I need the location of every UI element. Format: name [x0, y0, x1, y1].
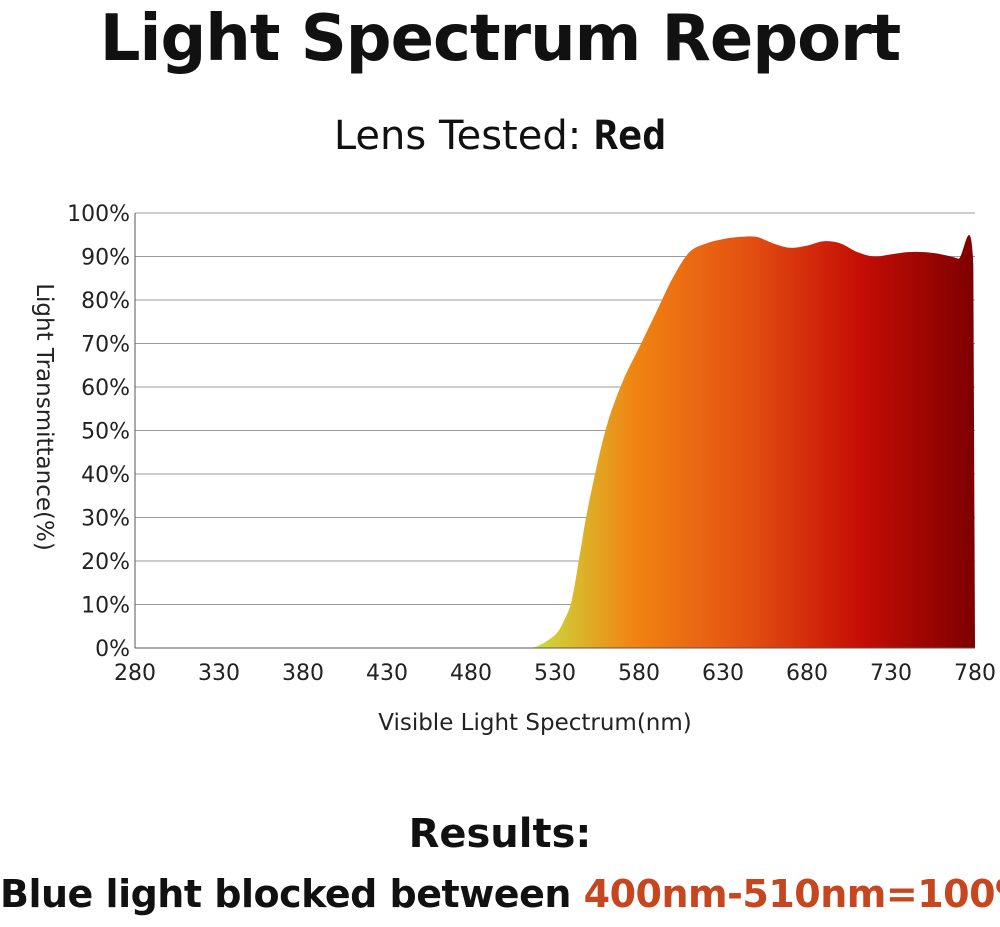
y-tick-label: 80% — [81, 289, 130, 314]
lens-tested-value: Red — [593, 113, 667, 159]
lens-tested-line: Lens Tested: Red — [0, 108, 1000, 164]
grid-lines — [135, 212, 975, 605]
x-tick-label: 380 — [282, 661, 324, 686]
y-tick-label: 50% — [81, 420, 130, 445]
y-tick-label: 30% — [81, 507, 130, 532]
x-tick-label: 780 — [954, 661, 996, 686]
results-text: Blue light blocked between — [0, 872, 584, 916]
results-highlight: 400nm-510nm=100% — [583, 872, 1000, 916]
y-tick-label: 90% — [81, 246, 130, 271]
x-tick-label: 280 — [114, 661, 156, 686]
transmittance-area — [526, 235, 975, 648]
y-tick-label: 10% — [81, 594, 130, 619]
y-tick-label: 100% — [67, 202, 130, 227]
x-tick-label: 630 — [702, 661, 744, 686]
y-tick-labels: 0% 10% 20% 30% 40% 50% 60% 70% 80% 90% 100% — [67, 202, 130, 662]
x-tick-label: 580 — [618, 661, 660, 686]
x-tick-label: 430 — [366, 661, 408, 686]
x-tick-label: 480 — [450, 661, 492, 686]
x-tick-label: 530 — [534, 661, 576, 686]
x-tick-label: 730 — [870, 661, 912, 686]
y-tick-label: 20% — [81, 550, 130, 575]
y-tick-label: 70% — [81, 333, 130, 358]
y-tick-label: 60% — [81, 376, 130, 401]
lens-tested-label: Lens Tested: — [333, 113, 582, 159]
x-tick-labels: 280 330 380 430 480 530 580 630 680 730 780 — [114, 661, 996, 686]
y-tick-label: 0% — [95, 637, 130, 662]
transmittance-chart: 0% 10% 20% 30% 40% 50% 60% 70% 80% 90% 100% 280 330… — [31, 202, 996, 736]
results-summary: Blue light blocked between 400nm-510nm=1… — [0, 866, 1000, 922]
results-heading: Results: — [408, 811, 592, 857]
x-tick-label: 330 — [198, 661, 240, 686]
y-axis-label: Light Transmittance(%) — [31, 283, 57, 551]
x-tick-label: 680 — [786, 661, 828, 686]
report-title: Light Spectrum Report — [99, 2, 902, 76]
x-axis-label: Visible Light Spectrum(nm) — [378, 710, 692, 736]
y-tick-label: 40% — [81, 463, 130, 488]
